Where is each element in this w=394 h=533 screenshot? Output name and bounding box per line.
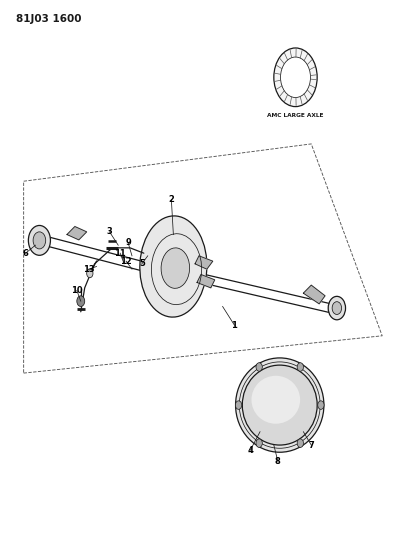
Text: 8: 8 [275,457,281,465]
Circle shape [318,401,324,409]
Circle shape [297,439,303,447]
Text: 2: 2 [169,196,174,204]
Text: AMC LARGE AXLE: AMC LARGE AXLE [267,113,324,118]
Circle shape [28,225,50,255]
Circle shape [328,296,346,320]
Circle shape [77,296,85,306]
Ellipse shape [242,365,317,445]
Text: 12: 12 [120,257,132,265]
Text: 11: 11 [114,249,126,257]
Circle shape [297,363,303,372]
Polygon shape [195,256,213,269]
Ellipse shape [236,358,324,452]
Text: 3: 3 [107,228,112,236]
Text: 1: 1 [232,321,237,329]
Text: 10: 10 [71,286,83,295]
Polygon shape [303,285,325,304]
Polygon shape [67,227,87,240]
Circle shape [281,57,310,98]
Ellipse shape [161,248,190,288]
Circle shape [256,439,262,447]
Text: 4: 4 [247,446,253,455]
Text: 7: 7 [309,441,314,449]
Polygon shape [197,274,215,288]
Text: 5: 5 [139,260,145,268]
Ellipse shape [140,216,207,317]
Text: 9: 9 [125,238,131,247]
Circle shape [235,401,242,409]
Ellipse shape [251,376,300,424]
Circle shape [256,363,262,372]
Circle shape [274,48,317,107]
Circle shape [332,302,342,314]
Circle shape [33,232,46,249]
Circle shape [87,269,93,278]
Text: 13: 13 [83,265,95,273]
Text: 81J03 1600: 81J03 1600 [16,14,81,24]
Text: 6: 6 [23,249,28,257]
